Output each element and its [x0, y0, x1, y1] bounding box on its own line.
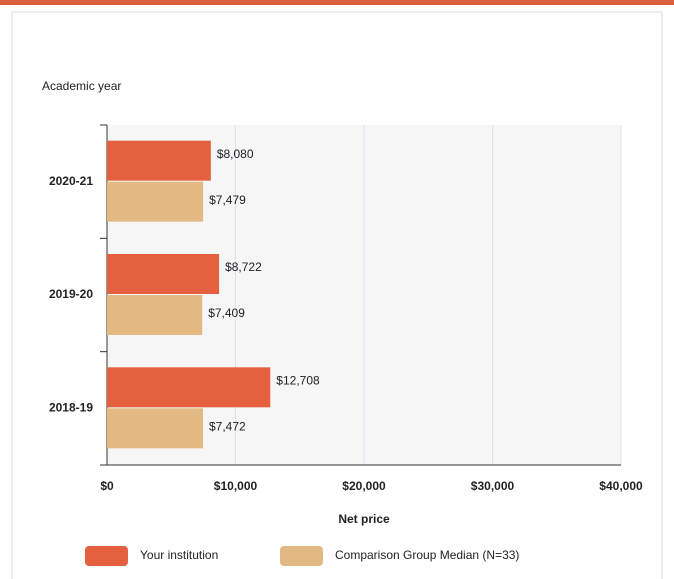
legend-swatch: [280, 546, 323, 566]
bar: [107, 295, 203, 335]
bar: [107, 181, 204, 222]
data-label: $7,409: [208, 306, 245, 320]
y-tick-label: 2018-19: [49, 401, 93, 415]
x-tick-label: $20,000: [342, 479, 386, 493]
y-tick-label: 2020-21: [49, 174, 93, 188]
x-tick-label: $40,000: [599, 479, 643, 493]
legend-label: Comparison Group Median (N=33): [335, 548, 519, 562]
bar: [107, 140, 211, 181]
data-label: $8,722: [225, 260, 262, 274]
x-tick-label: $10,000: [214, 479, 258, 493]
panel-border: [11, 11, 663, 579]
data-label: $12,708: [276, 374, 320, 388]
bar: [107, 408, 204, 449]
y-axis-title: Academic year: [42, 79, 121, 93]
bar: [107, 254, 220, 294]
top-bar: [0, 0, 674, 5]
data-label: $8,080: [217, 147, 254, 161]
x-tick-label: $30,000: [471, 479, 515, 493]
data-label: $7,472: [209, 420, 246, 434]
legend-swatch: [85, 546, 128, 566]
y-tick-label: 2019-20: [49, 287, 93, 301]
x-tick-label: $0: [100, 479, 114, 493]
x-axis-title: Net price: [338, 512, 390, 526]
legend-label: Your institution: [140, 548, 218, 562]
data-label: $7,479: [209, 193, 246, 207]
bar: [107, 367, 271, 408]
